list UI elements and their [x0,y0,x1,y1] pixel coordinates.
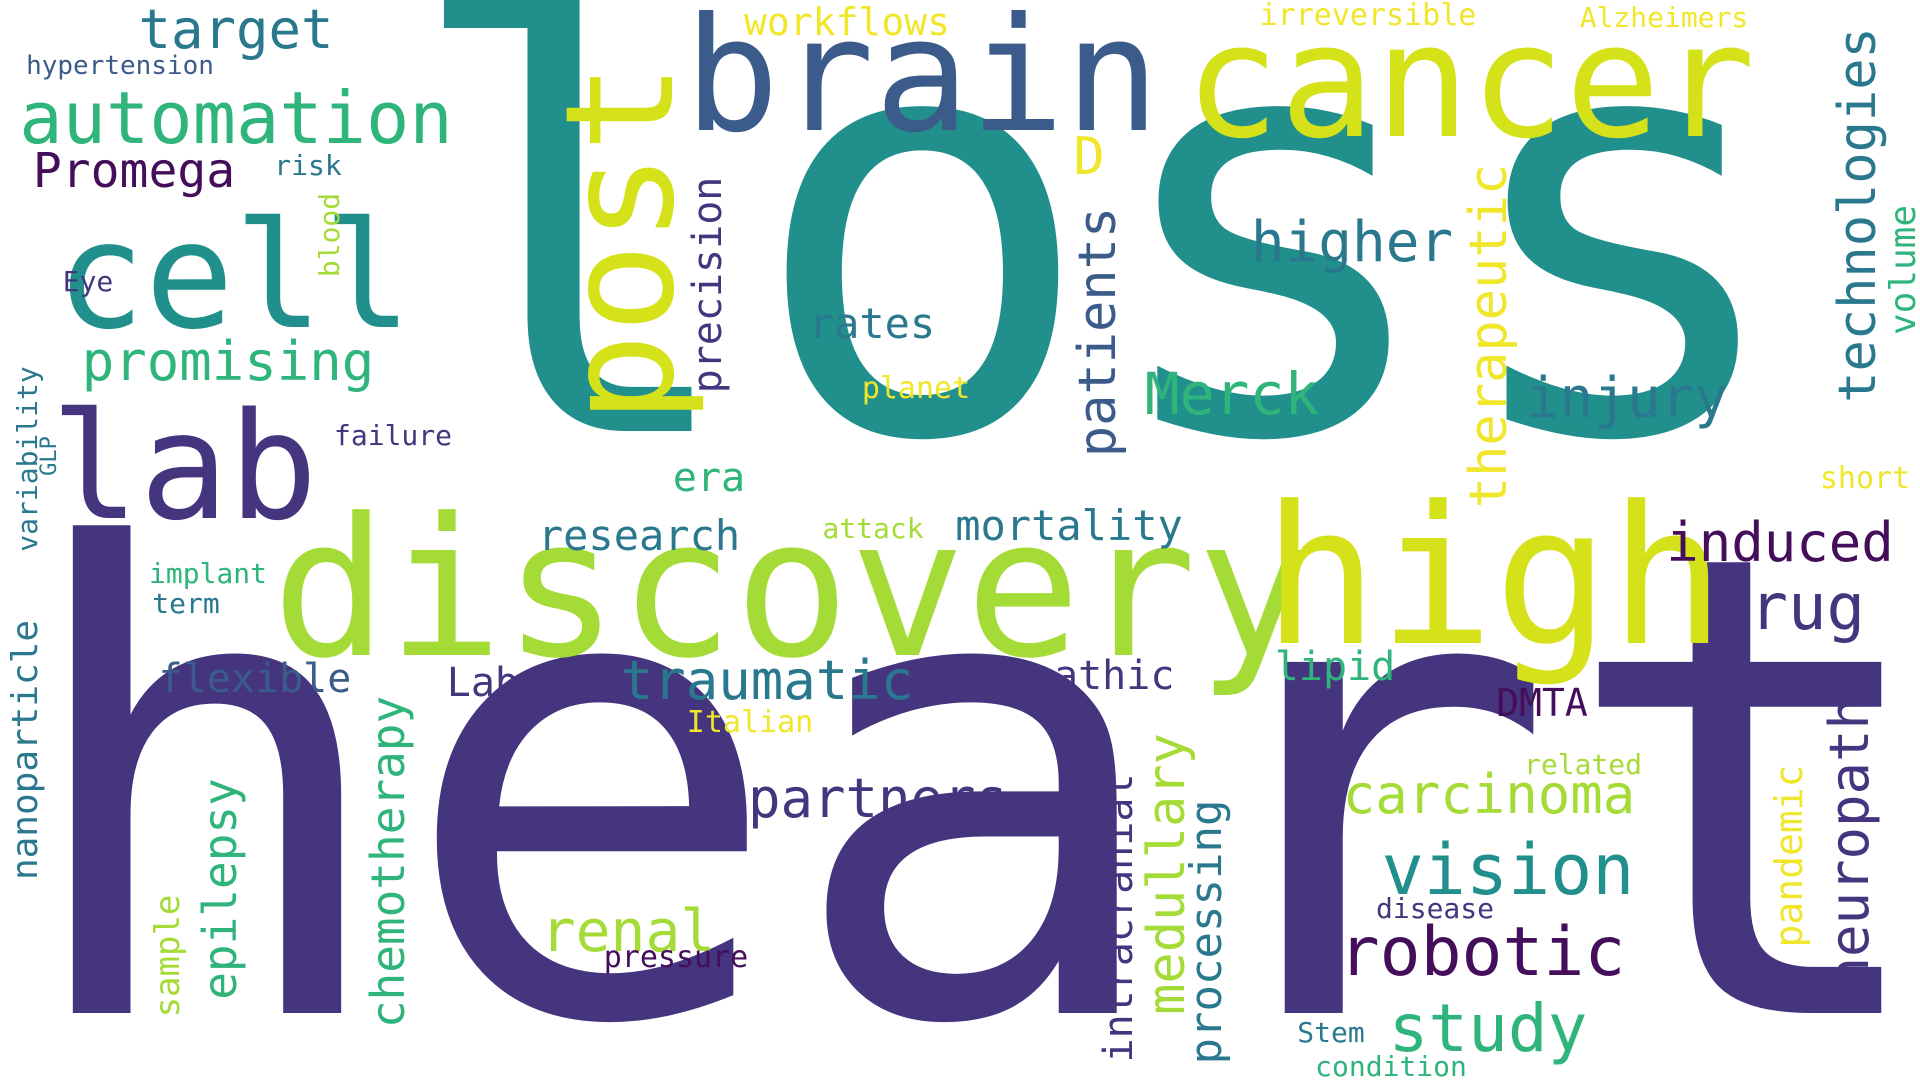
word-target: target [138,0,334,61]
word-loss: loss [398,0,1796,568]
word-flexible: flexible [158,656,352,702]
word-epilepsy: epilepsy [193,778,247,1000]
word-Eye: Eye [62,265,114,298]
word-patients: patients [1068,206,1128,458]
word-volume: volume [1883,204,1920,336]
word-sample: sample [148,894,188,1018]
word-study: study [1388,990,1588,1067]
word-rates: rates [808,299,936,348]
word-Stem: Stem [1297,1016,1365,1049]
word-intracranial: intracranial [1096,773,1142,1063]
word-high: high [1262,466,1726,689]
word-lipid: lipid [1274,644,1396,690]
word-implant: implant [148,557,268,590]
word-chemotherapy: chemotherapy [361,695,415,1029]
word-technologies: technologies [1828,27,1888,403]
word-renal: renal [540,897,716,965]
word-attack: attack [822,512,924,545]
word-pressure: pressure [603,940,749,975]
word-research: research [537,511,741,560]
word-related: related [1523,748,1643,781]
word-Merck: Merck [1144,360,1320,428]
word-short: short [1819,461,1911,496]
word-term: term [152,587,220,620]
word-irreversible: irreversible [1259,0,1477,33]
word-blood: blood [313,192,346,278]
word-GLP: GLP [37,436,62,476]
word-precision: precision [685,176,731,394]
word-brain: brain [684,0,1160,168]
word-cancer: cancer [1184,0,1756,174]
word-hypertension: hypertension [26,51,214,81]
word-induced: induced [1666,511,1894,574]
word-era: era [672,455,746,501]
word-carcinoma: carcinoma [1342,763,1636,826]
word-processing: processing [1181,799,1232,1065]
word-drug: drug [1710,571,1866,645]
word-injury: injury [1525,366,1729,431]
word-higher: higher [1250,210,1454,275]
word-Alzheimers: Alzheimers [1579,1,1749,34]
word-D: D [1073,127,1105,187]
word-heart: heart [11,418,1920,1080]
word-mortality: mortality [955,501,1183,550]
word-vision: vision [1381,829,1635,911]
word-planet: planet [861,371,971,406]
word-promising: promising [81,330,375,393]
word-Labman: Labman [446,660,592,706]
word-lab: lab [50,381,318,553]
word-therapeutic: therapeutic [1459,163,1519,509]
word-partners: partners [747,767,1009,830]
word-Promega: Promega [32,143,236,199]
word-workflows: workflows [744,0,950,44]
word-cell: cell [55,190,413,362]
word-disease: disease [1375,892,1495,925]
word-failure: failure [333,419,453,452]
word-pandemic: pandemic [1767,764,1811,948]
word-idiopathic: idiopathic [933,653,1175,699]
word-discovery: discovery [271,478,1313,701]
word-Italian: Italian [686,705,814,740]
word-post: post [534,62,708,424]
word-neuropathy: neuropathy [1818,664,1881,990]
word-automation: automation [19,76,453,160]
word-risk: risk [274,149,342,182]
word-nanoparticle: nanoparticle [5,619,46,881]
word-condition: condition [1315,1050,1467,1080]
word-traumatic: traumatic [620,649,914,712]
word-robotic: robotic [1338,913,1626,992]
word-DMTA: DMTA [1496,681,1588,725]
